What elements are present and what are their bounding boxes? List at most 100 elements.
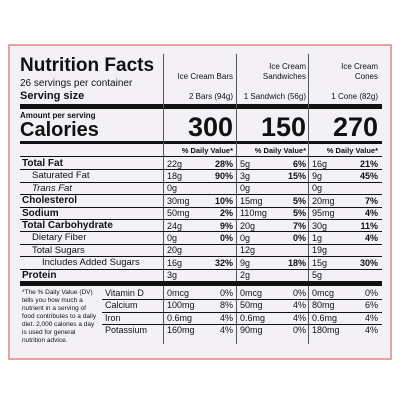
daily-value: 11%: [360, 220, 378, 231]
rule: [20, 156, 382, 157]
amount: 9g: [312, 170, 323, 181]
amount: 110mg: [240, 208, 267, 219]
amount: 100mg: [167, 300, 195, 311]
rule: [20, 206, 382, 208]
rule: [20, 281, 382, 286]
amount: 0g: [240, 232, 251, 243]
rule: [20, 256, 382, 258]
nutrition-label: Nutrition Facts 26 servings per container…: [10, 46, 390, 358]
column-name: Ice Cream Cones: [341, 62, 378, 81]
nutrient-label: Total Sugars: [32, 244, 85, 256]
daily-value: 4%: [364, 232, 378, 243]
calories-label: Calories: [20, 119, 99, 141]
footnote: *The % Daily Value (DV) tells you how mu…: [22, 289, 97, 344]
amount: 50mg: [240, 300, 263, 311]
daily-value: 10%: [214, 195, 233, 206]
rule: [20, 243, 382, 245]
nutrient-label: Total Fat: [22, 158, 63, 169]
nutrient-label: Total Carbohydrate: [22, 220, 113, 231]
daily-value-header: % Daily Value*: [326, 146, 378, 155]
amount: 50mg: [167, 208, 190, 219]
daily-value: 0%: [219, 232, 233, 243]
title: Nutrition Facts: [20, 55, 155, 76]
rule: [20, 268, 382, 270]
daily-value: 4%: [292, 300, 306, 311]
column-divider: [308, 54, 309, 344]
nutrient-label: Protein: [22, 269, 57, 281]
amount: 20mg: [312, 195, 335, 206]
daily-value: 4%: [364, 325, 378, 336]
daily-value: 5%: [292, 208, 306, 219]
amount: 95mg: [312, 208, 335, 219]
daily-value: 7%: [292, 220, 306, 231]
daily-value: 2%: [219, 208, 233, 219]
amount: 0.6mg: [312, 312, 338, 323]
amount: 20g: [167, 245, 183, 256]
daily-value-header: % Daily Value*: [181, 146, 233, 155]
rule: [20, 104, 382, 109]
column-name: Ice Cream Sandwiches: [262, 62, 306, 81]
amount: 24g: [167, 220, 183, 231]
amount: 18g: [167, 170, 183, 181]
daily-value: 4%: [292, 312, 306, 323]
amount: 0g: [312, 183, 323, 194]
daily-value: 0%: [292, 325, 306, 336]
amount: 19g: [312, 245, 328, 256]
amount: 0mcg: [167, 288, 190, 298]
serving-size: 1 Cone (82g): [331, 92, 378, 101]
amount: 90mg: [240, 325, 263, 336]
column-divider: [163, 54, 164, 344]
serving-size: 2 Bars (94g): [188, 92, 233, 101]
rule: [102, 324, 382, 326]
amount: 80mg: [312, 300, 335, 311]
daily-value: 5%: [292, 195, 306, 206]
vitamin-label: Potassium: [105, 325, 148, 336]
amount: 16g: [167, 257, 183, 268]
daily-value: 32%: [214, 257, 233, 268]
amount: 3g: [167, 270, 178, 281]
amount: 20g: [240, 220, 256, 231]
rule: [20, 169, 382, 171]
amount: 12g: [240, 245, 256, 256]
daily-value: 4%: [364, 312, 378, 323]
amount: 0mcg: [240, 288, 263, 298]
amount: 160mg: [167, 325, 195, 336]
calories: 150: [260, 112, 306, 142]
amount: 16g: [312, 158, 328, 169]
rule: [102, 299, 382, 301]
amount: 3g: [240, 170, 251, 181]
daily-value: 0%: [219, 288, 233, 298]
label-frame: Nutrition Facts 26 servings per container…: [8, 44, 392, 360]
daily-value: 8%: [219, 300, 233, 311]
daily-value-header: % Daily Value*: [254, 146, 306, 155]
amount: 0.6mg: [167, 312, 193, 323]
daily-value: 21%: [359, 158, 378, 169]
daily-value: 28%: [214, 158, 233, 169]
serving-size-label: Serving size: [20, 90, 85, 102]
amount: 30g: [312, 220, 328, 231]
daily-value: 9%: [219, 220, 233, 231]
calories: 270: [332, 112, 378, 142]
amount: 15mg: [240, 195, 263, 206]
vitamin-label: Calcium: [105, 300, 138, 311]
amount: 22g: [167, 158, 183, 169]
amount: 0g: [167, 232, 178, 243]
nutrient-label: Saturated Fat: [32, 170, 90, 182]
vitamin-label: Iron: [105, 312, 121, 323]
daily-value: 15%: [287, 170, 306, 181]
daily-value: 30%: [359, 257, 378, 268]
nutrient-label: Dietary Fiber: [32, 232, 87, 244]
servings: 26 servings per container: [20, 78, 133, 89]
amount: 5g: [240, 158, 251, 169]
amount: 30mg: [167, 195, 190, 206]
calories: 300: [187, 112, 233, 142]
daily-value: 6%: [364, 300, 378, 311]
daily-value: 7%: [364, 195, 378, 206]
rule: [20, 231, 382, 233]
amount: 0g: [240, 183, 251, 194]
vitamin-label: Vitamin D: [105, 288, 144, 298]
daily-value: 18%: [287, 257, 306, 268]
serving-size: 1 Sandwich (56g): [243, 92, 306, 101]
daily-value: 0%: [364, 288, 378, 298]
